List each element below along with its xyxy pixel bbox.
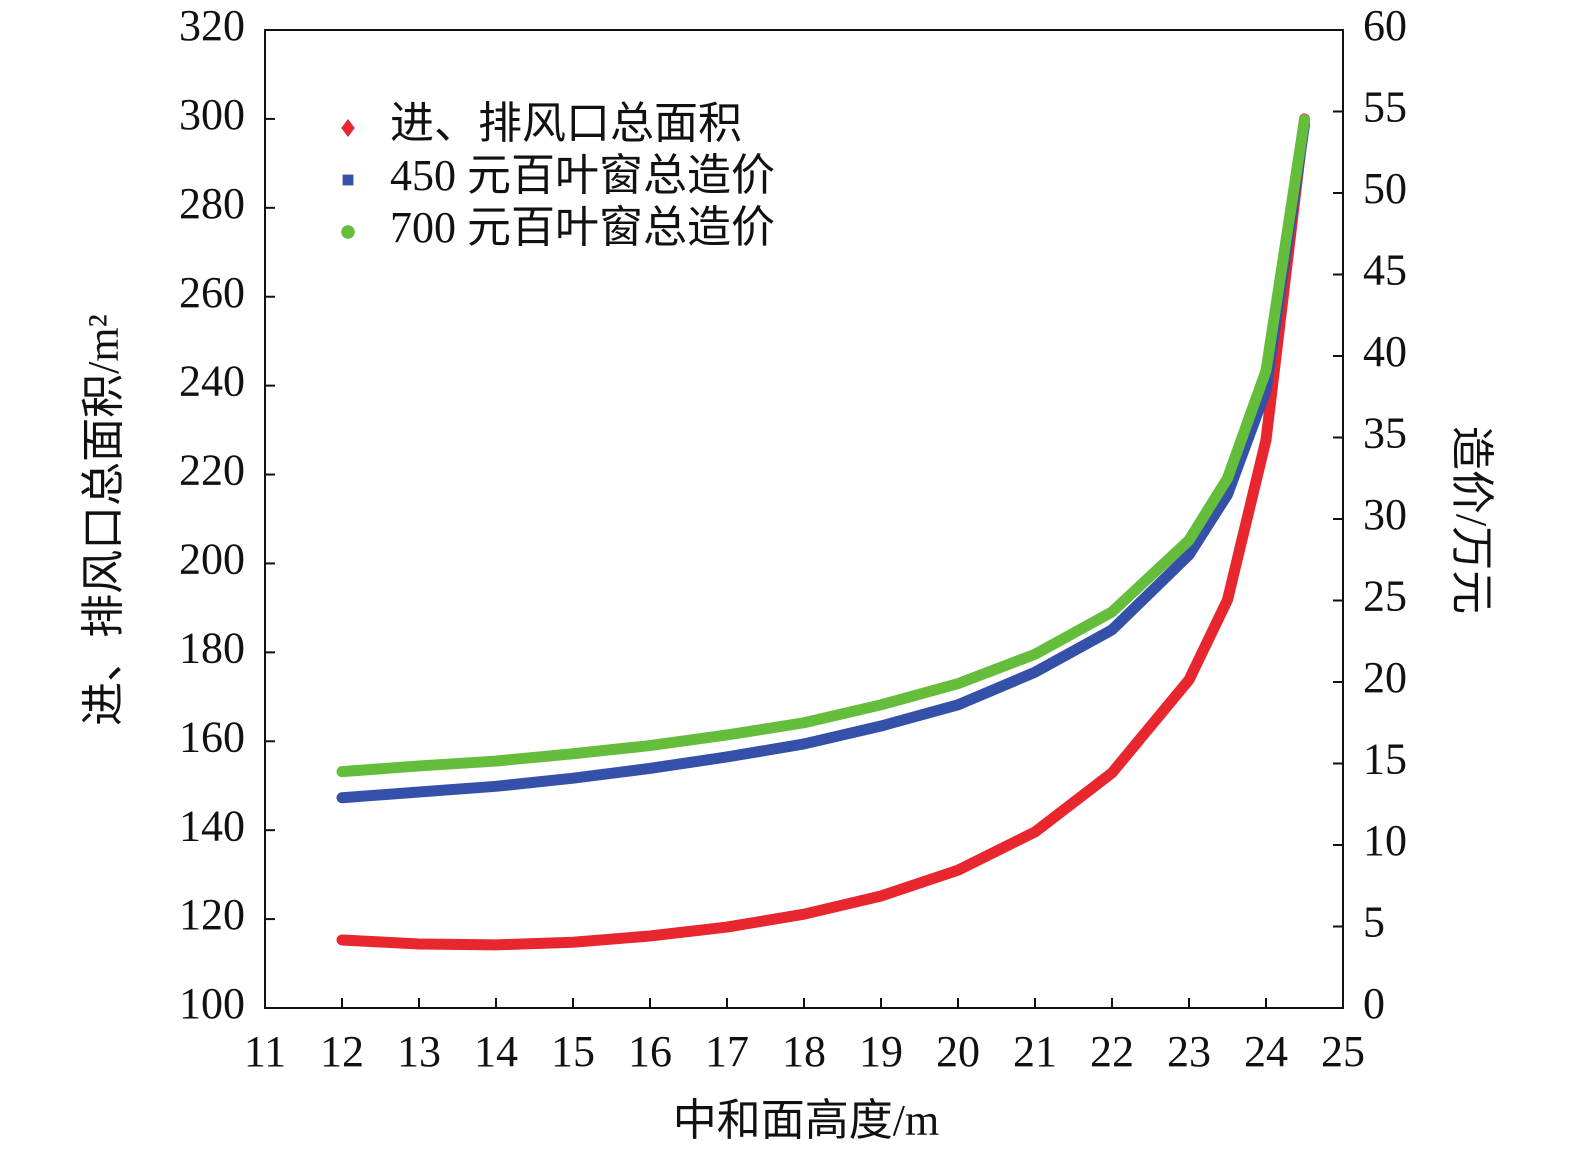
x-tick-label: 12	[320, 1027, 364, 1076]
x-tick-label: 11	[244, 1027, 286, 1076]
x-tick-label: 14	[474, 1027, 518, 1076]
y2-tick-label: 25	[1363, 572, 1407, 621]
y-tick-label: 200	[179, 535, 245, 584]
x-tick-label: 18	[782, 1027, 826, 1076]
legend-marker	[341, 119, 355, 137]
x-tick-label: 20	[936, 1027, 980, 1076]
y2-axis-label: 造价/万元	[1447, 426, 1496, 614]
y-tick-label: 280	[179, 179, 245, 228]
x-tick-label: 24	[1244, 1027, 1288, 1076]
legend-marker	[341, 225, 355, 239]
x-axis-label: 中和面高度/m	[673, 1096, 939, 1145]
y2-tick-label: 10	[1363, 816, 1407, 865]
y-tick-label: 100	[179, 979, 245, 1028]
legend-marker	[342, 174, 354, 186]
y-tick-label: 160	[179, 712, 245, 761]
y2-tick-label: 35	[1363, 409, 1407, 458]
y2-tick-label: 55	[1363, 83, 1407, 132]
x-tick-label: 15	[551, 1027, 595, 1076]
legend-label: 700 元百叶窗总造价	[390, 203, 775, 252]
y-tick-label: 240	[179, 357, 245, 406]
y2-tick-label: 20	[1363, 653, 1407, 702]
y2-tick-label: 30	[1363, 490, 1407, 539]
series-line	[336, 114, 1310, 778]
y-tick-label: 320	[179, 1, 245, 50]
series-line	[336, 119, 1310, 804]
x-tick-label: 23	[1167, 1027, 1211, 1076]
y2-tick-label: 40	[1363, 327, 1407, 376]
y2-tick-label: 60	[1363, 1, 1407, 50]
y2-tick-label: 15	[1363, 735, 1407, 784]
x-tick-label: 21	[1013, 1027, 1057, 1076]
y-axis-label: 进、排风口总面积/m²	[79, 314, 128, 726]
y-tick-label: 260	[179, 268, 245, 317]
y2-tick-label: 0	[1363, 979, 1385, 1028]
x-tick-label: 19	[859, 1027, 903, 1076]
legend-label: 450 元百叶窗总造价	[390, 151, 775, 200]
y-tick-label: 180	[179, 623, 245, 672]
y2-tick-label: 5	[1363, 898, 1385, 947]
legend-label: 进、排风口总面积	[390, 99, 742, 148]
x-tick-label: 13	[397, 1027, 441, 1076]
y2-tick-label: 45	[1363, 246, 1407, 295]
series-line	[336, 113, 1310, 951]
y-tick-label: 140	[179, 801, 245, 850]
x-tick-label: 22	[1090, 1027, 1134, 1076]
y-tick-label: 300	[179, 90, 245, 139]
x-tick-label: 17	[705, 1027, 749, 1076]
y-tick-label: 220	[179, 446, 245, 495]
x-tick-label: 16	[628, 1027, 672, 1076]
x-tick-label: 25	[1321, 1027, 1365, 1076]
y2-tick-label: 50	[1363, 164, 1407, 213]
y-tick-label: 120	[179, 890, 245, 939]
